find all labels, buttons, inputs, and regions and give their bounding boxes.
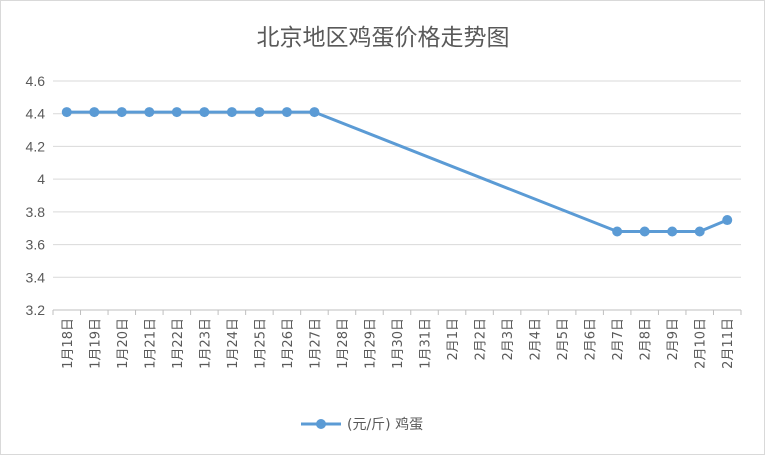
gridlines xyxy=(53,80,741,278)
x-tick-label: 1月30日 xyxy=(391,318,406,369)
data-point xyxy=(144,107,155,118)
data-point xyxy=(281,107,292,118)
series-line xyxy=(66,110,728,233)
x-tick-label: 2月1日 xyxy=(446,318,461,361)
x-axis: 1月18日 1月19日 1月20日 1月21日 1月22日 1月23日 1月24日 1月25日… xyxy=(52,309,742,369)
chart-title: 北京地区鸡蛋价格走势图 xyxy=(257,25,510,51)
x-tick-label: 1月28日 xyxy=(336,318,351,369)
x-tick-label: 1月24日 xyxy=(226,318,241,369)
x-tick-label: 1月18日 xyxy=(61,318,76,369)
data-point xyxy=(612,226,623,237)
data-point xyxy=(722,215,733,226)
data-point xyxy=(667,226,678,237)
x-tick-label: 2月11日 xyxy=(721,318,736,369)
x-tick-label: 1月31日 xyxy=(419,318,434,369)
x-tick-label: 1月22日 xyxy=(171,318,186,369)
y-tick-label: 3.4 xyxy=(26,269,46,285)
x-tick-label: 2月5日 xyxy=(556,318,571,361)
x-tick-label: 2月4日 xyxy=(529,318,544,361)
x-tick-label: 1月27日 xyxy=(308,318,323,369)
x-tick-label: 2月3日 xyxy=(501,318,516,361)
series-layer xyxy=(61,107,733,237)
data-point xyxy=(639,226,650,237)
x-tick-label: 1月25日 xyxy=(253,318,268,369)
data-point xyxy=(171,107,182,118)
data-point xyxy=(226,107,237,118)
y-axis-ticks: 3.2 3.4 3.6 3.8 4 4.2 4.4 4.6 xyxy=(26,73,46,318)
x-tick-label: 2月2日 xyxy=(474,318,489,361)
x-tick-label: 2月7日 xyxy=(611,318,626,361)
legend: (元/斤) 鸡蛋 xyxy=(301,416,423,433)
data-point xyxy=(89,107,100,118)
y-tick-label: 3.8 xyxy=(26,204,46,220)
x-tick-label: 1月26日 xyxy=(281,318,296,369)
x-tick-label: 1月29日 xyxy=(363,318,378,369)
y-tick-label: 4 xyxy=(37,171,45,187)
data-point xyxy=(116,107,127,118)
x-tick-label: 1月21日 xyxy=(143,318,158,369)
y-tick-label: 3.2 xyxy=(26,302,46,318)
x-tick-label: 2月6日 xyxy=(584,318,599,361)
x-tick-label: 2月8日 xyxy=(639,318,654,361)
data-point xyxy=(199,107,210,118)
y-tick-label: 4.6 xyxy=(26,73,46,89)
data-point xyxy=(309,107,320,118)
x-tick-label: 1月23日 xyxy=(198,318,213,369)
data-point xyxy=(61,107,72,118)
y-tick-label: 4.2 xyxy=(26,138,46,154)
y-tick-label: 4.4 xyxy=(26,106,46,122)
data-point xyxy=(694,226,705,237)
x-tick-label: 2月9日 xyxy=(666,318,681,361)
x-tick-label: 1月19日 xyxy=(88,318,103,369)
data-point xyxy=(254,107,265,118)
legend-label: (元/斤) 鸡蛋 xyxy=(347,416,423,433)
x-tick-label: 1月20日 xyxy=(116,318,131,369)
legend-marker xyxy=(316,419,326,429)
x-tick-label: 2月10日 xyxy=(694,318,709,369)
y-tick-label: 3.6 xyxy=(26,237,46,253)
